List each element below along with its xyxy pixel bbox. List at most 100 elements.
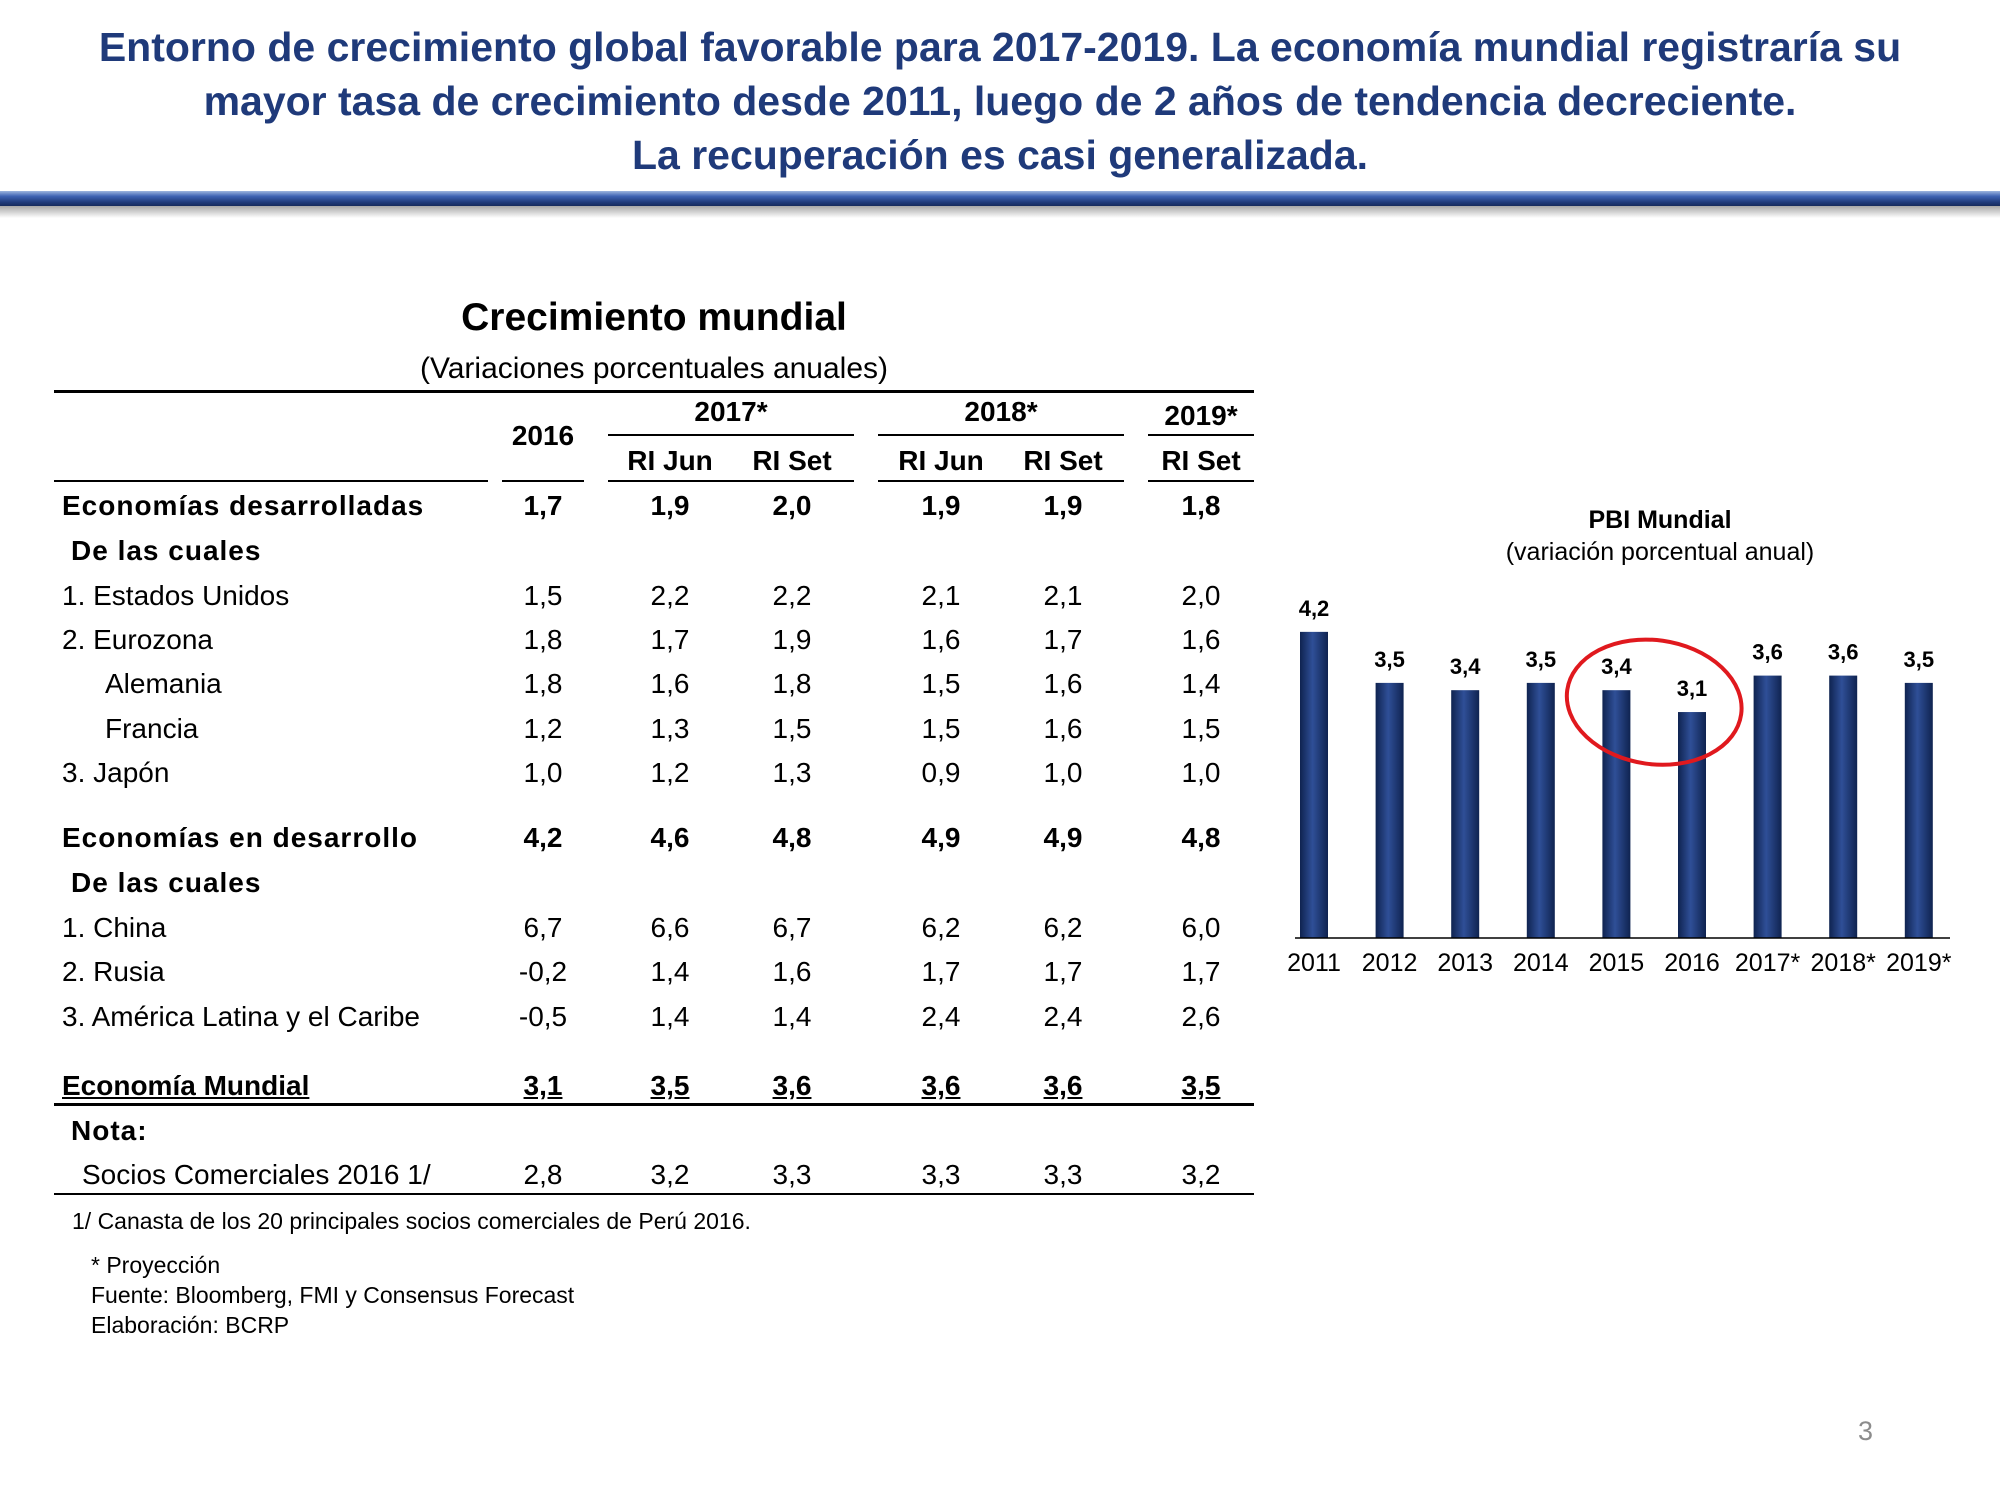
tick-label-2014: 2014 — [1513, 949, 1569, 977]
footnote-projection: * Proyección — [91, 1252, 221, 1278]
row-value: 3,1 — [523, 1070, 563, 1101]
bar-2012 — [1375, 682, 1404, 938]
tick-label-2011: 2011 — [1287, 949, 1341, 977]
row-label: 1. China — [62, 912, 167, 943]
row-value: 2,0 — [772, 490, 812, 521]
row-value: 6,7 — [772, 912, 812, 943]
row-value: 6,2 — [1043, 912, 1083, 943]
row-value: 1,0 — [523, 757, 563, 788]
row-value: 4,8 — [772, 822, 812, 853]
row-value: 1,5 — [523, 580, 563, 611]
row-label: Economía Mundial — [62, 1070, 310, 1101]
row-value: 2,4 — [1043, 1001, 1083, 1032]
row-value: -0,2 — [518, 956, 568, 987]
data-label-2014: 3,5 — [1526, 647, 1557, 672]
row-value: 1,3 — [772, 757, 812, 788]
row-value: 2,1 — [1043, 580, 1083, 611]
row-value: 3,6 — [921, 1070, 961, 1101]
header-rule-2016 — [502, 480, 584, 482]
row-value: 1,3 — [650, 713, 690, 744]
row-value: 4,9 — [921, 822, 961, 853]
row-label: Francia — [105, 713, 199, 744]
row-label: De las cuales — [71, 867, 262, 898]
data-label-2018: 3,6 — [1828, 640, 1859, 665]
row-label: Economías en desarrollo — [62, 822, 418, 853]
row-value: 1,0 — [1043, 757, 1083, 788]
row-value: 6,7 — [523, 912, 563, 943]
total-rule — [54, 1103, 1254, 1106]
bar-2011 — [1300, 631, 1328, 938]
tick-label-2015: 2015 — [1589, 949, 1645, 977]
row-value: 2,0 — [1181, 580, 1221, 611]
table-top-rule — [54, 390, 1254, 393]
tick-label-2012: 2012 — [1362, 949, 1418, 977]
header-rule-2019 — [1148, 480, 1254, 482]
bar-2018 — [1829, 675, 1858, 938]
row-value: -0,5 — [518, 1001, 568, 1032]
row-value: 1,4 — [772, 1001, 812, 1032]
bar-2017 — [1753, 675, 1782, 938]
row-value: 1,5 — [921, 668, 961, 699]
row-value: 3,2 — [1181, 1159, 1221, 1190]
chart-title: PBI Mundial — [1588, 506, 1731, 534]
tick-label-2016: 2016 — [1664, 949, 1720, 977]
row-value: 1,8 — [772, 668, 812, 699]
title-divider-bar — [0, 191, 2000, 206]
table-title: Crecimiento mundial — [461, 296, 847, 339]
row-label: 3. Japón — [62, 757, 170, 788]
footnote-source: Fuente: Bloomberg, FMI y Consensus Forec… — [91, 1282, 575, 1308]
row-value: 3,3 — [921, 1159, 961, 1190]
table-subtitle: (Variaciones porcentuales anuales) — [419, 352, 889, 385]
chart-data-labels: 4,2 3,5 3,4 3,5 3,4 3,1 3,6 3,6 3,5 — [1299, 596, 1934, 701]
row-value: 0,9 — [921, 757, 961, 788]
title-divider-shadow — [0, 206, 2000, 218]
slide-title-line-2: mayor tasa de crecimiento desde 2011, lu… — [203, 78, 1797, 124]
bar-2015 — [1602, 690, 1631, 938]
row-value: 2,4 — [921, 1001, 961, 1032]
footnote-elaboration: Elaboración: BCRP — [91, 1312, 290, 1338]
header-sub-2019-set: RI Set — [1161, 445, 1241, 476]
data-label-2017: 3,6 — [1752, 640, 1783, 665]
row-value: 1,7 — [650, 624, 690, 655]
row-label: 2. Rusia — [62, 956, 165, 987]
table-bottom-rule — [54, 1193, 1254, 1195]
header-sub-2017-set: RI Set — [752, 445, 832, 476]
row-value: 1,5 — [921, 713, 961, 744]
row-value: 1,9 — [921, 490, 961, 521]
header-sub-2018-set: RI Set — [1023, 445, 1103, 476]
row-value: 3,5 — [1181, 1070, 1221, 1101]
tick-label-2013: 2013 — [1437, 949, 1493, 977]
header-2017-rule — [608, 434, 854, 436]
tick-label-2019: 2019* — [1886, 949, 1952, 977]
row-value: 2,2 — [772, 580, 812, 611]
row-value: 1,8 — [523, 668, 563, 699]
pbi-bar-chart: PBI Mundial (variación porcentual anual)… — [1287, 506, 1952, 977]
row-value: 3,2 — [650, 1159, 690, 1190]
row-value: 1,2 — [650, 757, 690, 788]
data-label-2016: 3,1 — [1677, 676, 1708, 701]
row-label: 2. Eurozona — [62, 624, 213, 655]
header-2018: 2018* — [964, 396, 1038, 427]
highlight-circle — [1564, 637, 1744, 767]
row-value: 1,7 — [1043, 956, 1083, 987]
row-value: 1,8 — [523, 624, 563, 655]
bar-2013 — [1451, 690, 1480, 938]
row-value: 1,4 — [650, 956, 690, 987]
row-label: Nota: — [71, 1115, 148, 1146]
row-value: 1,6 — [1043, 668, 1083, 699]
tick-label-2018: 2018* — [1811, 949, 1877, 977]
row-value: 2,8 — [523, 1159, 563, 1190]
row-value: 6,2 — [921, 912, 961, 943]
header-2019: 2019* — [1164, 400, 1238, 431]
slide-title-line-3: La recuperación es casi generalizada. — [631, 132, 1369, 178]
bar-2014 — [1526, 682, 1555, 938]
header-2019-rule — [1148, 434, 1254, 436]
x-axis-tick-labels: 2011 2012 2013 2014 2015 2016 2017* 2018* 2019* — [1287, 949, 1952, 977]
row-value: 1,9 — [772, 624, 812, 655]
row-value: 2,1 — [921, 580, 961, 611]
header-2016: 2016 — [511, 420, 575, 451]
row-value: 1,9 — [1043, 490, 1083, 521]
data-label-2019: 3,5 — [1904, 647, 1935, 672]
data-label-2012: 3,5 — [1374, 647, 1405, 672]
row-value: 2,6 — [1181, 1001, 1221, 1032]
